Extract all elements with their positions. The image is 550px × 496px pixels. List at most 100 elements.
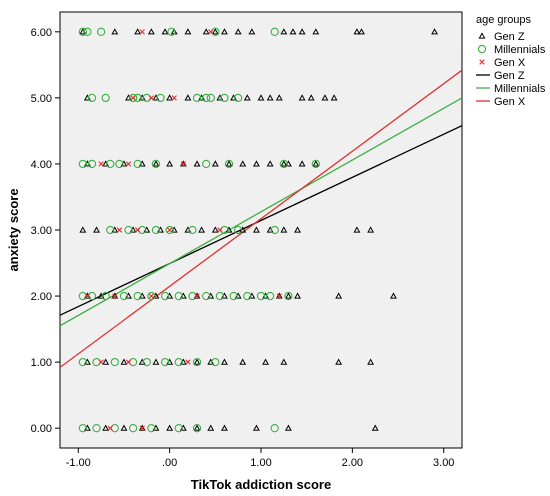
point-gen-z — [93, 226, 100, 233]
point-gen-z — [184, 94, 192, 101]
point-gen-z — [221, 424, 228, 431]
point-gen-z — [234, 28, 242, 35]
legend-title: age groups — [476, 14, 532, 26]
point-millennials — [101, 291, 110, 301]
point-gen-x — [98, 359, 104, 365]
point-gen-z — [152, 358, 160, 365]
point-gen-z — [102, 358, 110, 365]
point-millennials — [128, 93, 138, 103]
point-millennials — [192, 357, 202, 367]
point-gen-z — [134, 28, 142, 35]
legend-marker-gen-x-swatch — [479, 59, 485, 65]
point-gen-z — [252, 160, 260, 167]
point-millennials — [106, 159, 115, 169]
point-gen-x — [125, 359, 132, 365]
point-millennials — [87, 291, 97, 301]
fit-line-gen-z — [60, 125, 462, 316]
point-gen-x — [185, 359, 191, 365]
point-millennials — [96, 27, 106, 36]
point-gen-z — [298, 94, 306, 101]
fit-line-millennials — [60, 97, 462, 327]
point-millennials — [256, 291, 266, 301]
point-gen-z — [367, 358, 375, 365]
point-millennials — [243, 291, 252, 301]
point-gen-z — [252, 226, 260, 233]
point-millennials — [128, 424, 138, 433]
point-millennials — [229, 291, 238, 301]
legend-marker-gen-z-label: Gen Z — [494, 31, 525, 43]
point-millennials — [133, 93, 142, 103]
point-millennials — [270, 225, 279, 235]
legend-line-gen-z-label: Gen Z — [494, 70, 525, 82]
point-gen-z — [211, 28, 219, 35]
point-millennials — [87, 159, 97, 169]
point-millennials — [78, 357, 87, 367]
fit-lines — [60, 69, 462, 368]
point-millennials — [202, 93, 211, 103]
point-gen-z — [221, 358, 228, 365]
point-millennials — [124, 225, 133, 235]
point-gen-x — [180, 161, 187, 167]
point-millennials — [133, 159, 142, 169]
x-tick-label: .00 — [162, 457, 177, 469]
point-gen-z — [275, 292, 283, 299]
point-gen-z — [280, 28, 288, 35]
point-gen-z — [431, 28, 439, 35]
point-gen-z — [367, 226, 375, 233]
point-gen-z — [335, 358, 343, 365]
plot-area — [59, 11, 463, 449]
point-millennials — [224, 159, 234, 169]
point-millennials — [202, 291, 211, 301]
y-axis-title: anxiety score — [6, 188, 21, 271]
point-millennials — [311, 159, 320, 169]
legend-marker-gen-x-label: Gen X — [494, 57, 526, 69]
point-gen-z — [179, 160, 187, 167]
point-millennials — [220, 93, 229, 103]
point-millennials — [165, 225, 174, 235]
point-millennials — [160, 357, 170, 367]
point-gen-z — [321, 94, 329, 101]
point-millennials — [188, 291, 197, 301]
point-millennials — [174, 357, 183, 367]
point-gen-z — [294, 226, 301, 233]
point-millennials — [192, 93, 202, 103]
point-gen-z — [166, 424, 174, 431]
point-millennials — [284, 291, 293, 301]
point-gen-x — [84, 293, 91, 299]
point-gen-z — [184, 28, 192, 35]
point-millennials — [151, 225, 161, 235]
legend-line-millennials-label: Millennials — [494, 83, 546, 95]
point-millennials — [156, 93, 165, 103]
point-gen-z — [280, 226, 288, 233]
point-millennials — [106, 225, 115, 235]
point-gen-z — [79, 226, 87, 233]
point-gen-z — [266, 94, 274, 101]
point-gen-x — [130, 95, 136, 101]
point-millennials — [167, 27, 176, 36]
point-gen-z — [298, 160, 306, 167]
y-tick-label: 3.00 — [31, 225, 52, 237]
x-axis: -1.00 .00 1.00 2.00 3.00 — [66, 448, 454, 469]
point-millennials — [115, 159, 124, 169]
point-gen-x — [148, 95, 155, 101]
point-gen-z — [193, 424, 201, 431]
point-gen-z — [243, 94, 251, 101]
y-axis: 0.00 1.00 2.00 3.00 4.00 5.00 6.00 — [31, 27, 60, 435]
point-millennials — [160, 291, 170, 301]
point-millennials — [215, 291, 225, 301]
point-millennials — [138, 225, 147, 235]
point-gen-z — [111, 292, 119, 299]
point-gen-x — [139, 29, 145, 35]
legend-marker-millennials-swatch — [477, 44, 487, 54]
x-tick-label: 2.00 — [342, 457, 363, 469]
point-millennials — [211, 27, 220, 36]
point-gen-z — [312, 160, 320, 167]
point-gen-z — [152, 160, 160, 167]
point-millennials — [110, 424, 119, 433]
point-gen-x — [276, 293, 282, 299]
point-gen-z — [289, 28, 297, 35]
point-gen-z — [166, 94, 174, 101]
point-gen-x — [217, 227, 223, 233]
